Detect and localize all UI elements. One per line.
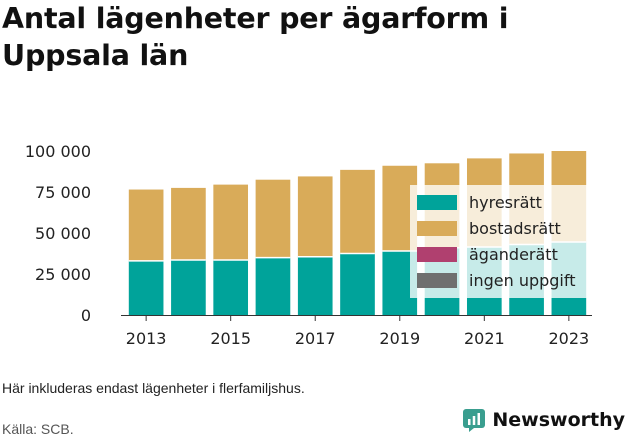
legend-label: ingen uppgift xyxy=(469,271,576,290)
legend-swatch xyxy=(417,195,457,210)
legend-label: bostadsrätt xyxy=(469,219,561,238)
legend-swatch xyxy=(417,273,457,288)
bar-bostadsrätt-2013 xyxy=(128,189,164,261)
x-tick-label: 2023 xyxy=(549,329,590,348)
bar-bostadsrätt-2014 xyxy=(171,187,206,261)
y-tick-label: 75 000 xyxy=(35,183,91,202)
brand[interactable]: Newsworthy xyxy=(462,408,625,432)
source-text: Källa: SCB. xyxy=(2,421,74,437)
bar-hyresrätt-2013 xyxy=(128,260,164,315)
y-tick-label: 25 000 xyxy=(35,265,91,284)
legend-swatch xyxy=(417,221,457,236)
chart-title: Antal lägenheter per ägarform i Uppsala … xyxy=(2,2,509,72)
x-axis: 2013 2015 2017 2019 2021 2023 xyxy=(121,315,592,348)
bar-bostadsrätt-2017 xyxy=(297,176,333,257)
newsworthy-logo-icon xyxy=(463,409,486,432)
x-tick-label: 2013 xyxy=(126,329,167,348)
bar-bostadsrätt-2018 xyxy=(340,169,375,254)
y-tick-label: 0 xyxy=(81,306,91,325)
x-tick-label: 2017 xyxy=(295,329,336,348)
footnote: Här inkluderas endast lägenheter i flerf… xyxy=(2,380,305,396)
y-axis: 0 25 000 50 000 75 000 100 000 xyxy=(25,142,91,325)
x-tick-label: 2021 xyxy=(464,329,505,348)
legend-label: hyresrätt xyxy=(469,193,542,212)
bar-hyresrätt-2018 xyxy=(340,253,375,315)
bar-hyresrätt-2016 xyxy=(255,257,291,315)
brand-name: Newsworthy xyxy=(492,409,625,431)
bar-hyresrätt-2015 xyxy=(213,260,249,315)
bar-hyresrätt-2014 xyxy=(171,260,206,315)
bar-hyresrätt-2017 xyxy=(297,256,333,315)
legend: hyresrätt bostadsrätt äganderätt ingen uppg… xyxy=(410,185,588,298)
bar-bostadsrätt-2016 xyxy=(255,179,291,258)
y-tick-label: 100 000 xyxy=(25,142,91,161)
y-tick-label: 50 000 xyxy=(35,224,91,243)
legend-swatch xyxy=(417,247,457,262)
x-tick-label: 2015 xyxy=(210,329,251,348)
legend-label: äganderätt xyxy=(469,245,558,264)
bar-bostadsrätt-2015 xyxy=(213,184,249,261)
x-tick-label: 2019 xyxy=(379,329,420,348)
